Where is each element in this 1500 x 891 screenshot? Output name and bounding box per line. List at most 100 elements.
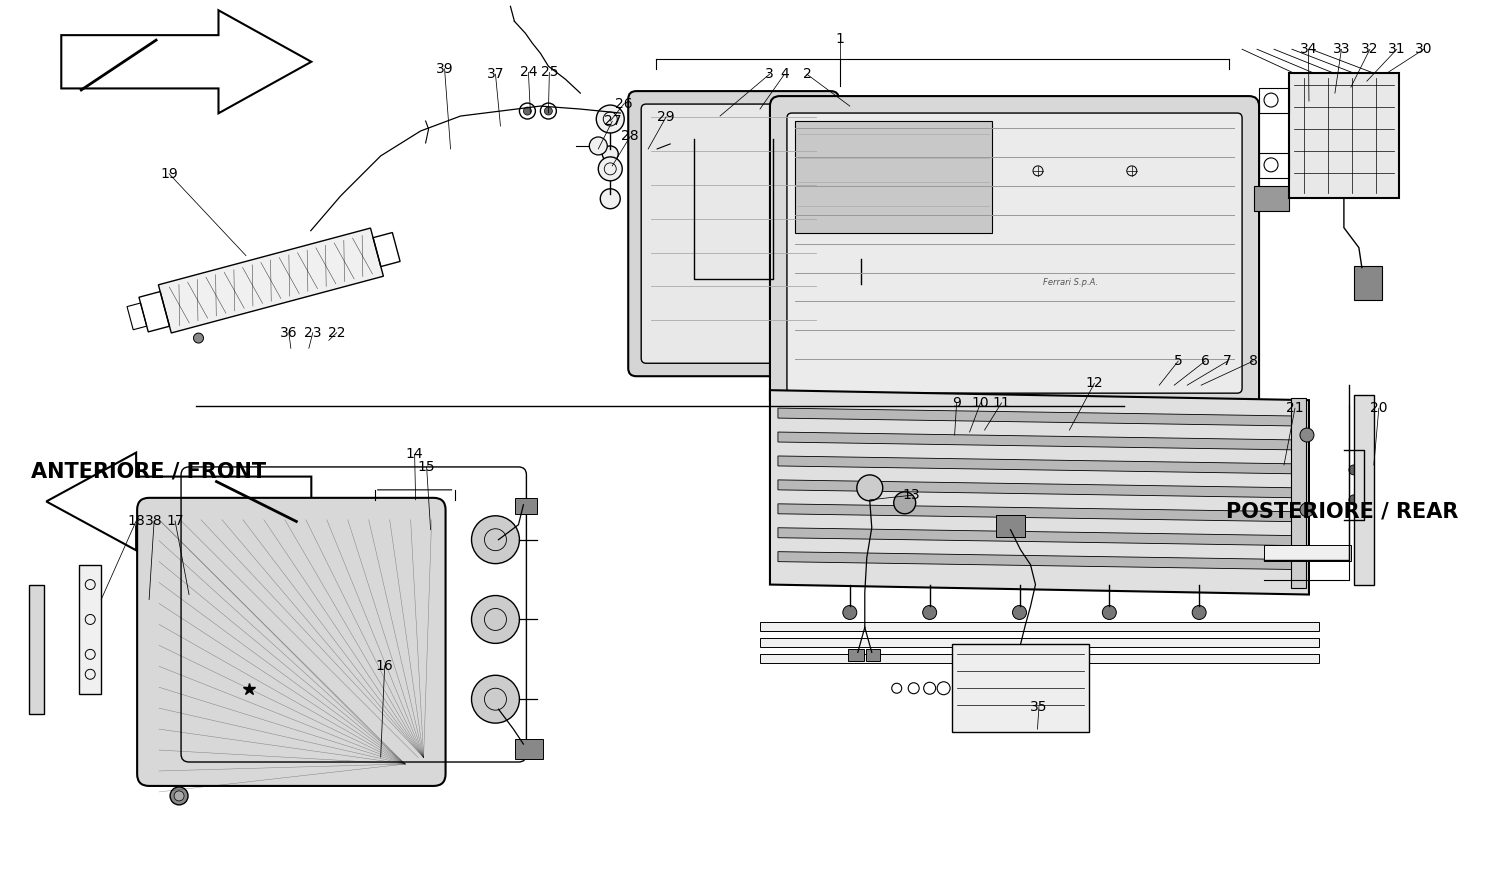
Polygon shape — [778, 432, 1300, 450]
Polygon shape — [770, 390, 1310, 594]
Text: 37: 37 — [486, 67, 504, 81]
Circle shape — [194, 333, 204, 343]
Polygon shape — [778, 408, 1300, 426]
Circle shape — [544, 107, 552, 115]
Polygon shape — [778, 503, 1300, 522]
Text: 14: 14 — [406, 447, 423, 462]
Circle shape — [1102, 606, 1116, 619]
Circle shape — [1300, 503, 1314, 517]
Circle shape — [471, 595, 519, 643]
Text: 18: 18 — [128, 514, 146, 528]
Text: 6: 6 — [1200, 354, 1209, 368]
Text: 10: 10 — [972, 396, 990, 410]
Polygon shape — [778, 552, 1300, 569]
Polygon shape — [778, 456, 1300, 474]
Circle shape — [590, 137, 608, 155]
Bar — [795, 121, 992, 233]
Text: 4: 4 — [780, 67, 789, 81]
Bar — [996, 515, 1026, 536]
Polygon shape — [46, 453, 312, 551]
Circle shape — [170, 787, 188, 805]
Bar — [951, 644, 1089, 732]
Circle shape — [831, 199, 891, 258]
Text: 5: 5 — [1174, 354, 1182, 368]
Circle shape — [524, 107, 531, 115]
Text: 16: 16 — [376, 658, 393, 673]
Bar — [1254, 186, 1288, 211]
Bar — [760, 623, 1318, 632]
Bar — [1354, 266, 1382, 300]
Bar — [30, 584, 45, 715]
FancyBboxPatch shape — [628, 91, 839, 376]
Bar — [885, 199, 915, 218]
Circle shape — [843, 606, 856, 619]
Text: 29: 29 — [657, 110, 675, 124]
Bar — [159, 228, 384, 333]
Text: 19: 19 — [160, 167, 178, 181]
Circle shape — [1300, 428, 1314, 442]
Circle shape — [603, 146, 618, 162]
Bar — [140, 291, 170, 332]
Bar — [1288, 73, 1400, 198]
Text: Ferrari S.p.A.: Ferrari S.p.A. — [1042, 278, 1098, 287]
Bar — [374, 233, 400, 266]
Bar — [1258, 153, 1288, 178]
Bar — [760, 638, 1318, 648]
Bar — [1292, 398, 1306, 587]
Text: 23: 23 — [304, 326, 321, 339]
Circle shape — [847, 276, 874, 305]
Text: 1: 1 — [836, 32, 844, 45]
Text: 28: 28 — [621, 129, 639, 143]
Bar — [80, 565, 100, 694]
Circle shape — [471, 675, 519, 723]
Polygon shape — [62, 11, 312, 113]
FancyBboxPatch shape — [770, 96, 1258, 410]
Text: 39: 39 — [436, 61, 453, 76]
Bar — [1264, 544, 1352, 560]
Bar — [516, 739, 543, 759]
Circle shape — [1013, 606, 1026, 619]
Text: 36: 36 — [280, 326, 297, 339]
Text: 26: 26 — [615, 96, 633, 110]
Text: 24: 24 — [519, 65, 537, 79]
Text: 3: 3 — [765, 67, 774, 81]
Bar — [847, 650, 864, 661]
Text: 21: 21 — [1286, 401, 1304, 415]
Bar — [516, 498, 537, 514]
Circle shape — [639, 140, 657, 158]
Text: 22: 22 — [328, 326, 345, 339]
Circle shape — [894, 492, 915, 514]
Circle shape — [174, 791, 184, 801]
FancyBboxPatch shape — [640, 104, 827, 364]
Text: 31: 31 — [1388, 43, 1406, 56]
Text: 33: 33 — [1332, 43, 1350, 56]
Circle shape — [1348, 465, 1359, 475]
Text: 27: 27 — [603, 114, 621, 128]
Circle shape — [597, 105, 624, 133]
Circle shape — [600, 189, 619, 208]
Polygon shape — [778, 480, 1300, 498]
Bar — [760, 654, 1318, 663]
Text: 20: 20 — [1370, 401, 1388, 415]
Polygon shape — [778, 527, 1300, 545]
Text: POSTERIORE / REAR: POSTERIORE / REAR — [1227, 502, 1458, 522]
Text: 7: 7 — [1222, 354, 1232, 368]
FancyBboxPatch shape — [788, 113, 1242, 393]
Bar — [865, 650, 880, 661]
Text: 15: 15 — [419, 460, 435, 474]
Text: 12: 12 — [1086, 376, 1102, 390]
Text: 35: 35 — [1030, 699, 1047, 714]
Text: 8: 8 — [1248, 354, 1257, 368]
Bar — [1354, 395, 1374, 584]
Circle shape — [1348, 495, 1359, 505]
Circle shape — [1192, 606, 1206, 619]
Text: ANTERIORE / FRONT: ANTERIORE / FRONT — [32, 462, 267, 482]
Circle shape — [598, 157, 622, 181]
Bar — [1258, 88, 1288, 113]
Text: 9: 9 — [952, 396, 962, 410]
Circle shape — [922, 606, 936, 619]
Text: 32: 32 — [1360, 43, 1378, 56]
Text: 11: 11 — [993, 396, 1011, 410]
Text: 34: 34 — [1299, 43, 1317, 56]
Text: 17: 17 — [166, 514, 184, 528]
